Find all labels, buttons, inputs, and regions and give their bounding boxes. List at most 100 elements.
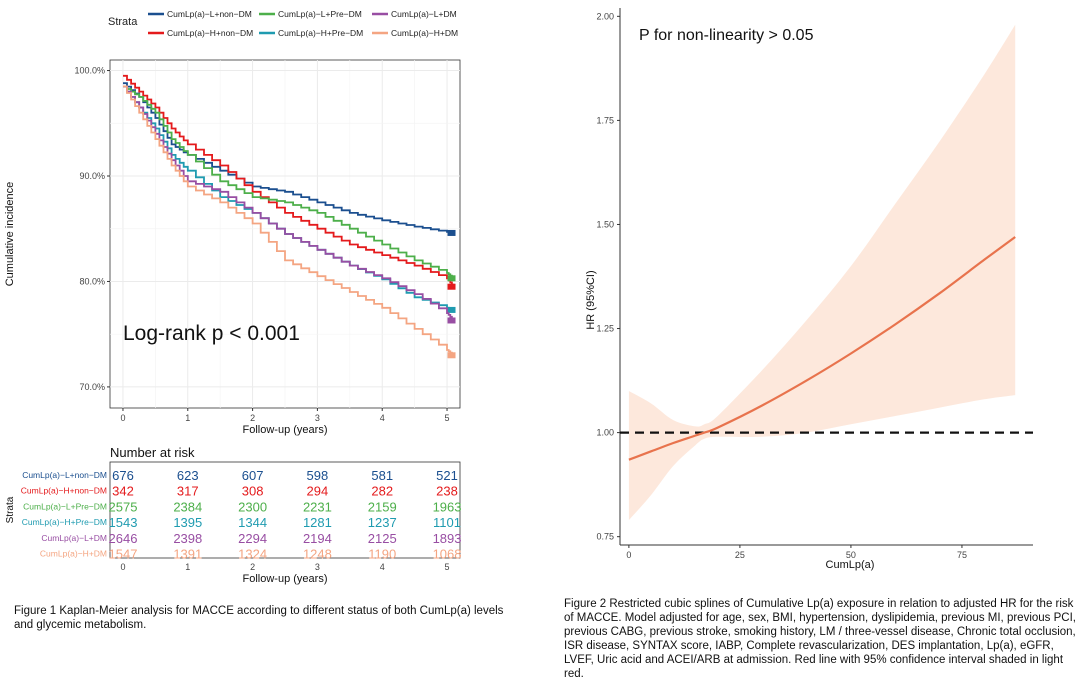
km-y-tick-label: 80.0% (79, 276, 105, 286)
spline-figure: 0.75 1.00 1.25 1.50 1.75 2.00 0 25 50 75 P for n… (585, 8, 1033, 571)
spline-y-tick-label: 1.75 (596, 115, 614, 125)
km-curve (123, 85, 455, 279)
risk-cell: 1324 (238, 547, 267, 562)
risk-x-tick-label: 4 (380, 562, 385, 572)
legend-title: Strata (108, 16, 138, 28)
ci-band (628, 24, 1016, 520)
risk-cell: 1395 (173, 515, 202, 530)
km-figure: Strata CumLp(a)−L+non−DM CumLp(a)−L+Pre−D… (4, 9, 462, 585)
risk-x-tick-label: 2 (250, 562, 255, 572)
risk-cell: 676 (112, 468, 134, 483)
spline-y-tick-label: 1.50 (596, 219, 614, 229)
risk-cell: 1893 (433, 531, 462, 546)
spline-x-label: CumLp(a) (826, 559, 875, 571)
spline-y-label: HR (95%CI) (585, 270, 597, 329)
spline-ci-band (628, 24, 1016, 520)
spline-y-tick-label: 0.75 (596, 532, 614, 542)
risk-cell: 607 (242, 468, 264, 483)
risk-cell: 238 (436, 484, 458, 499)
hr-curve (628, 236, 1016, 461)
risk-cell: 2398 (173, 531, 202, 546)
risk-row-label: CumLp(a)−H+DM (40, 549, 107, 559)
km-x-tick-label: 2 (250, 413, 255, 423)
km-x-tick-label: 0 (120, 413, 125, 423)
spline-x-ticks: 0 25 50 75 (626, 545, 967, 560)
risk-table-x-label: Follow-up (years) (243, 573, 328, 585)
risk-cell: 2300 (238, 499, 267, 514)
legend-item: CumLp(a)−H+DM (391, 28, 458, 38)
risk-cell: 581 (371, 468, 393, 483)
spline-y-ticks: 0.75 1.00 1.25 1.50 1.75 2.00 (596, 11, 620, 542)
risk-cell: 1543 (109, 515, 138, 530)
risk-cell: 2384 (173, 499, 202, 514)
risk-x-tick-label: 5 (445, 562, 450, 572)
risk-table-y-label: Strata (5, 496, 16, 523)
spline-x-tick-label: 0 (626, 550, 631, 560)
spline-x-tick-label: 75 (957, 550, 967, 560)
km-y-tick-label: 70.0% (79, 382, 105, 392)
spline-y-tick-label: 2.00 (596, 11, 614, 21)
km-censor-marks (447, 317, 456, 324)
risk-cell: 1391 (173, 547, 202, 562)
risk-cell: 1101 (433, 515, 461, 530)
spline-y-tick-label: 1.00 (596, 428, 614, 438)
spline-hr-curve (628, 236, 1016, 461)
risk-cell: 521 (436, 468, 458, 483)
risk-cell: 2231 (303, 499, 332, 514)
figure2-caption: Figure 2 Restricted cubic splines of Cum… (564, 598, 1076, 680)
risk-cell: 1547 (109, 547, 138, 562)
km-curve (123, 74, 455, 287)
risk-cell: 2294 (238, 531, 267, 546)
km-censor-marks (447, 306, 456, 313)
legend-item: CumLp(a)−L+Pre−DM (278, 9, 362, 19)
risk-cell: 1344 (238, 515, 267, 530)
risk-cell: 1281 (303, 515, 332, 530)
risk-table-panel (109, 461, 461, 559)
risk-cell: 623 (177, 468, 199, 483)
legend-item: CumLp(a)−L+non−DM (167, 9, 252, 19)
logrank-annotation: Log-rank p < 0.001 (123, 322, 300, 345)
risk-row-label: CumLp(a)−L+DM (41, 533, 107, 543)
risk-table-title: Number at risk (110, 445, 195, 460)
km-x-tick-label: 1 (185, 413, 190, 423)
km-censor-marks (447, 352, 456, 359)
km-y-label: Cumulative incidence (4, 182, 16, 287)
risk-x-tick-label: 3 (315, 562, 320, 572)
risk-cell: 2159 (368, 499, 397, 514)
km-censor-marks (447, 275, 456, 282)
legend-item: CumLp(a)−H+Pre−DM (278, 28, 363, 38)
km-censor-marks (447, 229, 456, 236)
risk-row-label: CumLp(a)−H+non−DM (21, 486, 107, 496)
risk-row-label: CumLp(a)−L+non−DM (22, 470, 107, 480)
figure1-caption: Figure 1 Kaplan-Meier analysis for MACCE… (14, 605, 504, 631)
km-curves (123, 74, 456, 359)
legend-item: CumLp(a)−H+non−DM (167, 28, 253, 38)
km-y-tick-label: 100.0% (74, 66, 105, 76)
risk-row-label: CumLp(a)−H+Pre−DM (22, 517, 107, 527)
risk-cell: 2646 (109, 531, 138, 546)
risk-row-label: CumLp(a)−L+Pre−DM (23, 501, 107, 511)
risk-cell: 1248 (303, 547, 332, 562)
spline-x-tick-label: 50 (846, 550, 856, 560)
risk-cell: 2194 (303, 531, 332, 546)
spline-y-tick-label: 1.25 (596, 324, 614, 334)
km-y-axis: 70.0% 80.0% 90.0% 100.0% (74, 66, 110, 392)
risk-cell: 342 (112, 484, 134, 499)
km-x-tick-label: 3 (315, 413, 320, 423)
km-y-tick-label: 90.0% (79, 171, 105, 181)
km-x-tick-label: 5 (445, 413, 450, 423)
risk-cell: 308 (242, 484, 264, 499)
km-x-label: Follow-up (years) (243, 424, 328, 436)
risk-table: CumLp(a)−L+non−DM 676 623 607 598 581 521CumLp… (21, 468, 462, 572)
risk-cell: 317 (177, 484, 199, 499)
km-grid (110, 60, 460, 408)
risk-x-tick-label: 1 (185, 562, 190, 572)
km-curve (123, 85, 455, 356)
legend-item: CumLp(a)−L+DM (391, 9, 457, 19)
risk-cell: 2125 (368, 531, 397, 546)
risk-cell: 282 (371, 484, 393, 499)
km-x-tick-label: 4 (380, 413, 385, 423)
risk-cell: 1963 (433, 499, 462, 514)
km-legend: CumLp(a)−L+non−DM CumLp(a)−L+Pre−DM CumLp(… (148, 9, 458, 38)
nonlinearity-annotation: P for non-linearity > 0.05 (639, 27, 814, 44)
